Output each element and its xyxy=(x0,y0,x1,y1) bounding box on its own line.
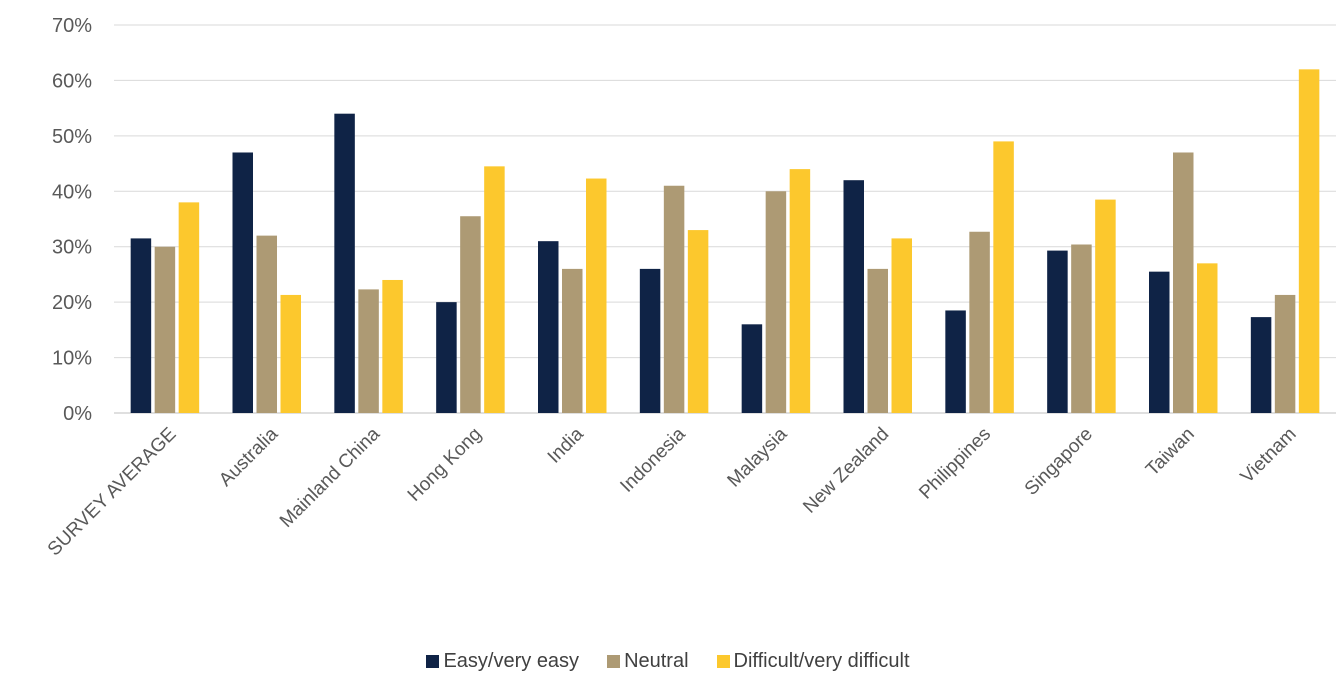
y-tick-label: 50% xyxy=(52,126,92,148)
y-tick-label: 0% xyxy=(63,403,92,425)
x-tick-label: Singapore xyxy=(1021,424,1097,500)
gridlines xyxy=(114,24,1336,414)
bar xyxy=(358,289,379,413)
x-tick-label: New Zealand xyxy=(799,424,893,518)
legend-label-neutral: Neutral xyxy=(624,649,689,672)
legend-swatch-easy xyxy=(426,654,440,668)
x-tick-label: Australia xyxy=(215,423,282,490)
legend-swatch-neutral xyxy=(607,654,621,668)
bar xyxy=(663,185,685,413)
x-tick-label: Mainland China xyxy=(276,423,385,532)
bar xyxy=(945,310,966,413)
x-tick-label: Hong Kong xyxy=(404,424,486,506)
bar xyxy=(178,202,200,413)
bar xyxy=(867,268,888,413)
y-tick-label: 60% xyxy=(52,70,92,92)
x-tick-label: SURVEY AVERAGE xyxy=(44,424,181,561)
y-tick-label: 40% xyxy=(52,181,92,203)
bar xyxy=(232,152,253,413)
x-tick-label: Vietnam xyxy=(1237,424,1301,488)
bar xyxy=(586,178,607,413)
y-tick-label: 30% xyxy=(52,237,92,259)
bar xyxy=(1047,250,1068,413)
bar xyxy=(1149,271,1170,413)
x-tick-label: Taiwan xyxy=(1142,424,1199,481)
y-tick-label: 10% xyxy=(52,348,92,370)
x-tick-label: Philippines xyxy=(915,424,995,504)
legend-item-difficult: Difficult/very difficult xyxy=(716,649,910,673)
y-tick-label: 70% xyxy=(52,15,92,37)
bar xyxy=(130,238,152,413)
bar xyxy=(154,246,176,413)
bar xyxy=(969,231,990,413)
legend-item-neutral: Neutral xyxy=(607,649,689,673)
bar xyxy=(1173,152,1194,413)
bar xyxy=(639,268,661,413)
bar xyxy=(436,302,457,413)
bar xyxy=(562,268,583,413)
x-tick-label: Indonesia xyxy=(616,423,689,496)
legend: Easy/very easy Neutral Difficult/very di… xyxy=(0,650,1336,672)
bar xyxy=(1298,69,1320,413)
bar xyxy=(891,238,912,413)
bar-chart: 0% 10% 20% 30% 40% 50% 60% 70% SURVEY AVERAGE Au… xyxy=(44,15,1336,560)
bar xyxy=(256,235,277,413)
bar xyxy=(280,294,301,413)
bar xyxy=(1274,294,1296,413)
bar xyxy=(687,230,709,413)
legend-label-difficult: Difficult/very difficult xyxy=(733,649,910,672)
bar xyxy=(741,324,763,413)
bar xyxy=(789,169,811,413)
bar xyxy=(334,113,355,413)
bar xyxy=(1095,199,1116,413)
bar xyxy=(484,166,505,413)
legend-swatch-difficult xyxy=(716,654,730,668)
bar xyxy=(1071,244,1092,413)
bar xyxy=(382,279,403,413)
bar xyxy=(538,241,559,413)
x-tick-label: Malaysia xyxy=(724,423,792,491)
y-axis: 0% 10% 20% 30% 40% 50% 60% 70% xyxy=(52,15,92,425)
bar xyxy=(843,180,864,413)
bar xyxy=(460,216,481,413)
bar xyxy=(993,141,1014,413)
bar xyxy=(1250,317,1272,413)
bar xyxy=(765,191,787,413)
legend-label-easy: Easy/very easy xyxy=(443,649,580,672)
bars xyxy=(130,69,1320,413)
bar xyxy=(1197,263,1218,413)
x-tick-label: India xyxy=(544,423,588,467)
legend-item-easy: Easy/very easy xyxy=(426,650,579,673)
y-tick-label: 20% xyxy=(52,292,92,314)
